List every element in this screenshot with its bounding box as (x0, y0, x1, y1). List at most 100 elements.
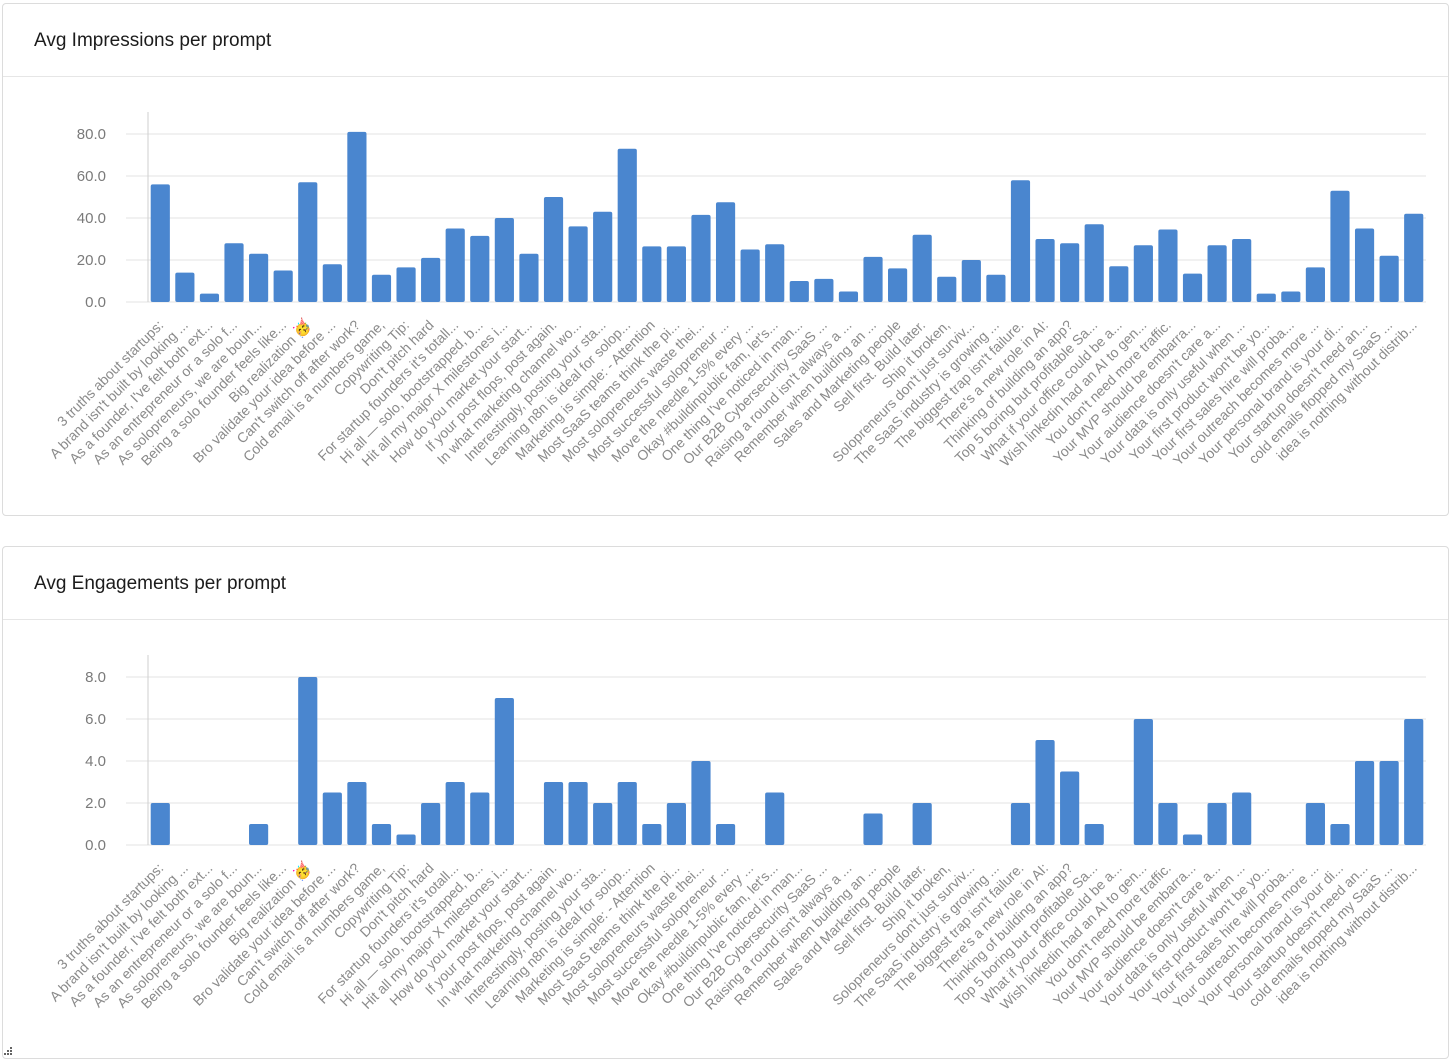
bar[interactable] (150, 184, 170, 302)
resize-handle-icon[interactable] (3, 1046, 13, 1056)
bar[interactable] (838, 291, 859, 303)
bar[interactable] (445, 782, 465, 845)
bar[interactable] (1305, 803, 1325, 845)
bar[interactable] (912, 803, 932, 845)
bar[interactable] (1207, 803, 1227, 845)
bar[interactable] (347, 782, 367, 845)
bar[interactable] (1035, 239, 1055, 302)
bar[interactable] (666, 803, 686, 845)
bar[interactable] (765, 244, 785, 302)
y-tick-label: 0.0 (85, 837, 106, 854)
bar[interactable] (1281, 291, 1301, 303)
bar[interactable] (396, 267, 416, 302)
bar[interactable] (814, 278, 834, 302)
bar[interactable] (1379, 255, 1399, 302)
bar[interactable] (888, 268, 908, 302)
bar[interactable] (1158, 229, 1178, 302)
bar[interactable] (224, 243, 244, 302)
bar[interactable] (617, 148, 637, 302)
bar[interactable] (1060, 771, 1080, 846)
bar[interactable] (470, 235, 490, 302)
bar[interactable] (617, 782, 637, 845)
impressions-bar-chart: 0.020.040.060.080.03 truths about startu… (46, 112, 1426, 470)
y-tick-label: 80.0 (77, 126, 106, 143)
bar[interactable] (470, 792, 490, 846)
bar[interactable] (1330, 824, 1350, 845)
bar[interactable] (1084, 224, 1104, 302)
bar[interactable] (1354, 228, 1375, 303)
bar[interactable] (322, 264, 342, 302)
bar[interactable] (1109, 266, 1129, 302)
bar[interactable] (593, 211, 613, 302)
bar[interactable] (371, 274, 392, 302)
bar[interactable] (740, 249, 760, 303)
bar[interactable] (249, 824, 269, 845)
bar[interactable] (543, 197, 564, 302)
y-tick-label: 20.0 (77, 252, 106, 269)
y-tick-label: 2.0 (85, 795, 106, 812)
bar[interactable] (175, 272, 195, 302)
bar[interactable] (1232, 239, 1252, 302)
bar[interactable] (568, 782, 588, 845)
bar[interactable] (961, 260, 981, 302)
bar[interactable] (1305, 267, 1325, 302)
bar[interactable] (863, 813, 883, 846)
bar[interactable] (298, 677, 318, 845)
bar[interactable] (1330, 190, 1350, 302)
bar[interactable] (568, 226, 588, 302)
bar[interactable] (371, 824, 392, 845)
bar[interactable] (937, 276, 957, 302)
bar[interactable] (1232, 792, 1252, 846)
bar[interactable] (1010, 803, 1031, 845)
bar[interactable] (1182, 834, 1203, 846)
bar[interactable] (715, 824, 736, 845)
bar[interactable] (1404, 213, 1424, 302)
bar[interactable] (1354, 761, 1375, 845)
bar[interactable] (298, 182, 318, 302)
bar[interactable] (1182, 273, 1203, 302)
bar[interactable] (150, 803, 170, 845)
bar[interactable] (543, 782, 564, 845)
bar[interactable] (593, 803, 613, 845)
bar[interactable] (765, 792, 785, 846)
bar[interactable] (1035, 740, 1055, 845)
bar[interactable] (1133, 245, 1153, 302)
bar[interactable] (691, 214, 711, 302)
y-tick-label: 0.0 (85, 294, 106, 311)
bar[interactable] (249, 253, 269, 302)
card-header: Avg Impressions per prompt (3, 4, 1448, 77)
y-tick-label: 60.0 (77, 168, 106, 185)
bar[interactable] (1379, 761, 1399, 845)
bar[interactable] (1133, 719, 1153, 845)
bar[interactable] (421, 257, 441, 302)
bar[interactable] (789, 281, 809, 302)
bar[interactable] (1256, 293, 1276, 302)
bar[interactable] (715, 202, 736, 302)
bar[interactable] (1010, 180, 1031, 302)
bar[interactable] (445, 228, 465, 303)
bar[interactable] (273, 270, 293, 303)
bar[interactable] (421, 803, 441, 845)
engagements-chart-card: Avg Engagements per prompt 0.0 2.0 4.0 6.0 8… (2, 546, 1449, 1059)
bar[interactable] (396, 834, 416, 846)
bar[interactable] (986, 274, 1006, 302)
bar[interactable] (642, 246, 662, 302)
bar[interactable] (642, 824, 662, 845)
bar[interactable] (494, 698, 514, 845)
bar[interactable] (863, 256, 883, 302)
bar[interactable] (912, 234, 932, 302)
bar[interactable] (494, 218, 514, 302)
bar[interactable] (199, 293, 220, 302)
bar[interactable] (1060, 243, 1080, 302)
bar[interactable] (666, 246, 686, 302)
y-tick-label: 8.0 (85, 669, 106, 686)
bar[interactable] (1084, 824, 1104, 845)
bar[interactable] (347, 131, 367, 302)
bar[interactable] (322, 792, 342, 846)
bar[interactable] (1404, 719, 1424, 845)
bar[interactable] (1207, 245, 1227, 302)
y-tick-label: 4.0 (85, 753, 106, 770)
bar[interactable] (1158, 803, 1178, 845)
bar[interactable] (691, 761, 711, 845)
bar[interactable] (519, 253, 539, 302)
